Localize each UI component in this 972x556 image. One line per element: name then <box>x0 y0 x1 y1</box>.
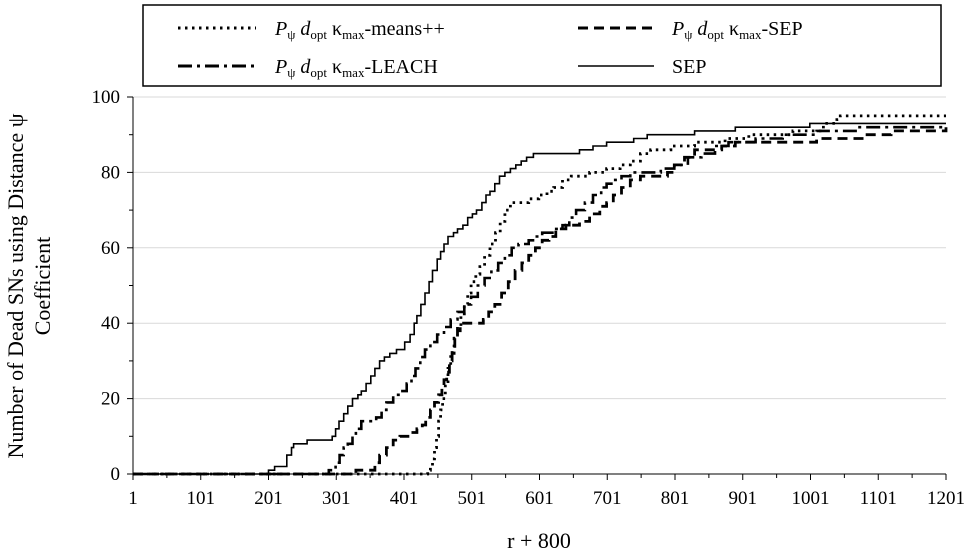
x-axis-title: r + 800 <box>507 528 571 553</box>
y-tick-label: 40 <box>101 313 120 334</box>
y-tick-label: 20 <box>101 389 120 410</box>
legend-opt: opt <box>310 65 327 80</box>
legend-psi: ψ <box>287 27 295 42</box>
series-line-solid <box>133 122 946 475</box>
series-line-dashed <box>133 127 948 476</box>
x-tick-label: 1201 <box>927 488 965 509</box>
legend-d: d <box>300 56 311 78</box>
legend-max: max <box>739 27 762 42</box>
legend-max: max <box>342 65 365 80</box>
y-axis-title-line2: Coefficient <box>30 237 55 336</box>
x-tick-label: 601 <box>525 488 554 509</box>
x-tick-label: 901 <box>729 488 758 509</box>
y-axis-title-line1: Number of Dead SNs using Distance ψ <box>3 113 28 458</box>
y-tick-label: 80 <box>101 162 120 183</box>
axes <box>127 96 947 480</box>
legend-max: max <box>342 27 365 42</box>
legend-box <box>142 4 942 87</box>
legend-d: d <box>300 18 311 40</box>
x-tick-label: 401 <box>390 488 419 509</box>
legend-label-means: Pψ dopt κmax-means++ <box>274 18 445 42</box>
x-tick-label: 1101 <box>860 488 897 509</box>
x-tick-label: 101 <box>187 488 216 509</box>
x-tick-label: 201 <box>254 488 283 509</box>
legend-p: P <box>274 56 287 78</box>
legend-kappa: κ <box>729 18 739 40</box>
y-tick-label: 60 <box>101 238 120 259</box>
series-group <box>133 114 948 476</box>
legend-d: d <box>697 18 708 40</box>
y-tick-label: 100 <box>92 87 121 108</box>
legend: Pψ dopt κmax-means++ Pψ dopt κmax-SEP Pψ… <box>142 4 942 87</box>
series-line-dashdot <box>133 125 946 476</box>
legend-kappa: κ <box>332 56 342 78</box>
legend-p: P <box>274 18 287 40</box>
legend-psi: ψ <box>287 65 295 80</box>
y-tick-label: 0 <box>111 464 121 485</box>
x-tick-label: 501 <box>458 488 487 509</box>
x-tick-label: 1001 <box>792 488 830 509</box>
legend-opt: opt <box>707 27 724 42</box>
legend-label-leach: Pψ dopt κmax-LEACH <box>274 56 438 80</box>
legend-opt: opt <box>310 27 327 42</box>
legend-kappa: κ <box>332 18 342 40</box>
x-tick-label: 801 <box>661 488 690 509</box>
legend-label-sep-variant: Pψ dopt κmax-SEP <box>671 18 803 42</box>
series-line-dotted <box>133 114 946 476</box>
x-tick-label: 1 <box>128 488 138 509</box>
legend-suffix: -LEACH <box>364 56 437 78</box>
legend-p: P <box>671 18 684 40</box>
legend-label-sep: SEP <box>672 56 706 78</box>
gridlines <box>133 96 946 400</box>
x-tick-label: 701 <box>593 488 622 509</box>
legend-suffix: -means++ <box>364 18 444 40</box>
legend-suffix: -SEP <box>761 18 802 40</box>
legend-psi: ψ <box>684 27 692 42</box>
x-tick-label: 301 <box>322 488 351 509</box>
